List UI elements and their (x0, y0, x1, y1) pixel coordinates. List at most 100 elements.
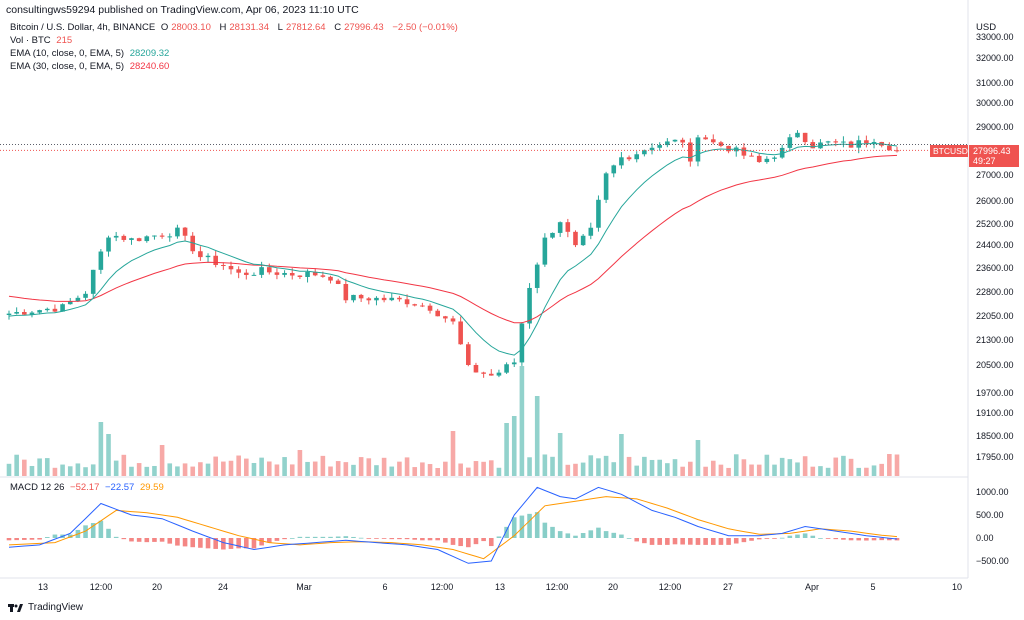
volume-bar (504, 423, 509, 476)
price-tick-label: 22800.00 (976, 287, 1014, 297)
macd-signal-line (8, 496, 898, 560)
ema10-value: 28209.32 (129, 48, 170, 59)
volume-bar (619, 434, 624, 476)
candle-body (328, 276, 333, 281)
candle-body (588, 227, 594, 236)
macd-hist-bar (228, 538, 234, 549)
macd-hist-bar (534, 512, 540, 538)
macd-hist-bar (879, 538, 884, 541)
volume-bar (289, 464, 295, 476)
volume-bar (374, 465, 379, 476)
volume-bar (680, 466, 685, 476)
volume-bar (626, 456, 632, 476)
macd-hist-bar (198, 538, 203, 548)
volume-bar (833, 457, 839, 476)
volume-bar (825, 467, 831, 476)
volume-bar (542, 454, 548, 476)
price-tick-label: 31000.00 (976, 78, 1014, 88)
volume-bar (381, 457, 387, 476)
candle-body (573, 231, 578, 246)
macd-hist-bar (649, 538, 655, 545)
macd-hist-bar (152, 538, 157, 542)
volume-bar (198, 462, 203, 476)
candle-body (557, 222, 563, 233)
macd-hist-bar (871, 538, 877, 541)
macd-hist-bar (787, 535, 793, 538)
time-tick-label: Apr (805, 582, 819, 592)
volume-bar (152, 465, 157, 476)
candle-body (550, 232, 555, 238)
price-tick-label: 25200.00 (976, 219, 1014, 229)
candle-body (144, 236, 150, 242)
macd-axis: 1000.00 500.00 0.00 −500.00 (976, 487, 1009, 566)
macd-hist-bar (894, 538, 900, 541)
macd-hist-bar (741, 538, 747, 543)
macd-hist-bar (282, 538, 287, 540)
volume-bar (611, 462, 617, 476)
volume-bar (389, 466, 395, 476)
macd-hist-bar (496, 536, 502, 538)
candle-body (75, 297, 81, 302)
time-tick-label: 12:00 (659, 582, 682, 592)
macd-hist-bar (466, 538, 471, 548)
volume-legend: Vol · BTC 215 (10, 35, 73, 46)
macd-hist-bar (596, 527, 601, 538)
volume-bar (129, 466, 134, 476)
macd-hist-bar (83, 525, 88, 538)
volume-bar (343, 462, 349, 476)
open-value: 28003.10 (171, 22, 211, 33)
candle-body (60, 304, 65, 312)
candle-body (565, 222, 571, 232)
candle-body (458, 321, 463, 345)
volume-value: 215 (56, 35, 73, 46)
volume-bar (106, 434, 111, 476)
macd-hist-bar (136, 538, 142, 542)
close-value: 27996.43 (344, 22, 384, 33)
volume-bar (420, 462, 425, 476)
volume-bar (879, 463, 884, 476)
macd-hist-bar (810, 535, 816, 538)
time-tick-label: 13 (38, 582, 48, 592)
high-value: 28131.34 (229, 22, 269, 33)
macd-hist-bar (6, 538, 12, 541)
volume-bar (772, 464, 777, 476)
macd-hist-bar (688, 538, 693, 545)
price-axis: 33000.00 32000.00 31000.00 30000.00 29000.00… (976, 32, 1014, 462)
macd-hist-bar (351, 536, 356, 538)
volume-bar (557, 433, 563, 476)
volume-bar (266, 461, 272, 476)
candle-body (527, 287, 532, 324)
candle-body (175, 227, 180, 237)
price-tick-label: 17950.00 (976, 452, 1014, 462)
volume-bar (98, 422, 104, 476)
macd-hist-bar (244, 538, 249, 549)
symbol-tag: BTCUSD (933, 146, 968, 156)
candle-body (44, 308, 50, 311)
candle-body (198, 251, 203, 258)
price-tick-label: 24400.00 (976, 240, 1014, 250)
candle-body (305, 271, 310, 277)
last-price-tag[interactable]: BTCUSD 27996.43 49:27 (930, 145, 1019, 167)
macd-hist-bar (527, 513, 532, 538)
time-tick-label: 12:00 (90, 582, 113, 592)
macd-hist-bar (159, 538, 165, 542)
volume-bar (136, 463, 142, 476)
candle-body (864, 140, 869, 144)
volume-bar (213, 456, 218, 476)
macd-hist-bar (481, 538, 486, 542)
volume-bar (244, 458, 249, 476)
macd-hist-bar (259, 538, 264, 546)
candle-body (335, 280, 341, 284)
macd-hist-bar (266, 538, 272, 543)
change-value: −2.50 (−0.01%) (392, 22, 458, 33)
currency-label: USD (976, 22, 996, 33)
candle-body (481, 372, 486, 374)
macd-hist-bar (98, 520, 104, 538)
candle-body (159, 235, 165, 237)
tradingview-footer[interactable]: TradingView (8, 602, 83, 613)
candle-body (282, 272, 287, 275)
candle-body (389, 297, 395, 301)
volume-bar (488, 460, 494, 476)
candle-body (810, 142, 816, 149)
